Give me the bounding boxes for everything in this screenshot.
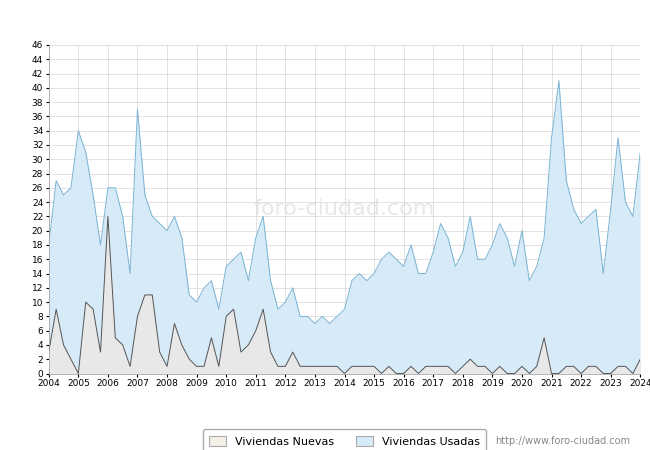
Text: Callosa d'en Sarrià - Evolucion del Nº de Transacciones Inmobiliarias: Callosa d'en Sarrià - Evolucion del Nº d… (88, 11, 562, 26)
Text: foro-ciudad.com: foro-ciudad.com (254, 199, 436, 219)
Text: http://www.foro-ciudad.com: http://www.foro-ciudad.com (495, 436, 630, 446)
Legend: Viviendas Nuevas, Viviendas Usadas: Viviendas Nuevas, Viviendas Usadas (203, 429, 486, 450)
